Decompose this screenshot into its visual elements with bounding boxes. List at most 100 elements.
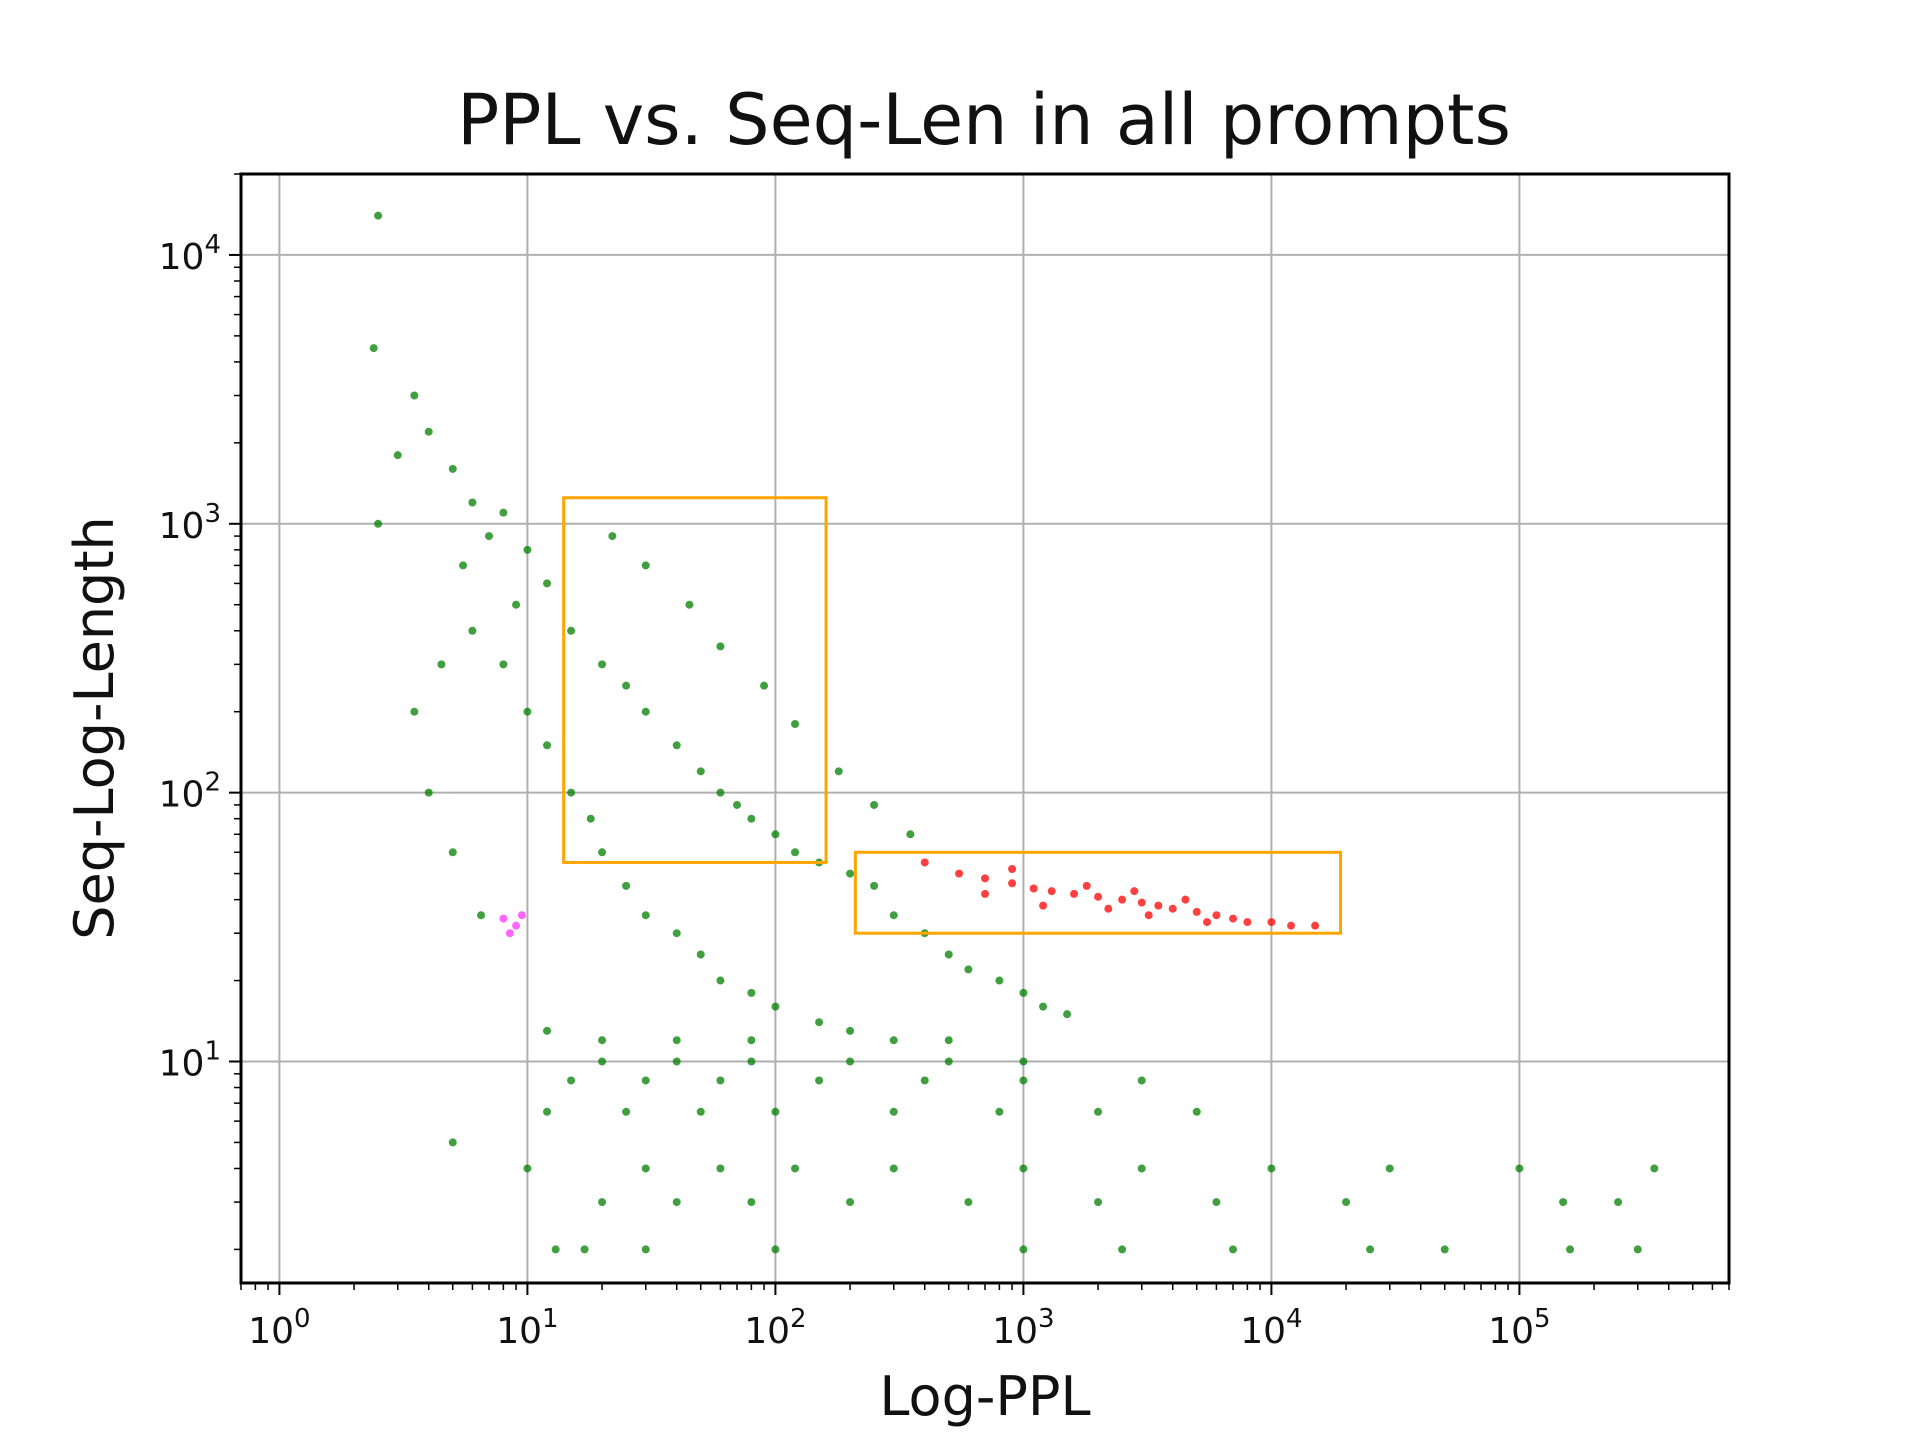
data-point <box>760 681 769 690</box>
data-point <box>1181 895 1190 904</box>
data-point <box>870 881 879 890</box>
data-point <box>771 1245 780 1254</box>
data-point <box>1515 1164 1524 1173</box>
x-tick-label-exponent: 1 <box>542 1304 559 1334</box>
y-tick-label-base: 10 <box>159 775 205 816</box>
data-point <box>410 391 419 400</box>
y-tick-label-exponent: 4 <box>204 230 221 260</box>
data-point <box>672 929 681 938</box>
data-point <box>1229 914 1237 923</box>
data-point <box>1019 988 1028 997</box>
data-point <box>641 561 650 570</box>
data-point <box>1008 864 1017 873</box>
data-point <box>586 814 595 823</box>
data-point <box>672 1198 681 1207</box>
x-tick-label-base: 10 <box>248 1311 294 1352</box>
data-point <box>598 1198 607 1207</box>
data-point <box>523 545 532 554</box>
x-tick-label: 104 <box>1240 1304 1302 1352</box>
data-point <box>1154 901 1163 910</box>
data-point <box>448 848 457 857</box>
y-tick-label-base: 10 <box>159 506 205 547</box>
x-tick-label-base: 10 <box>744 1311 790 1352</box>
data-point <box>641 911 650 920</box>
data-point <box>598 1057 607 1066</box>
data-point <box>870 800 879 809</box>
data-point <box>1019 1164 1028 1173</box>
data-point <box>448 464 457 473</box>
y-tick-label-exponent: 1 <box>204 1036 221 1066</box>
highlight-rectangle <box>853 850 1343 935</box>
data-point <box>1137 1076 1146 1085</box>
data-point <box>685 600 694 609</box>
data-point <box>580 1245 589 1254</box>
data-point <box>696 950 705 959</box>
data-point <box>485 532 493 541</box>
data-point <box>733 800 741 809</box>
data-point <box>1168 904 1177 913</box>
data-point <box>1047 887 1056 896</box>
data-point <box>1008 879 1017 888</box>
data-point <box>747 988 756 997</box>
data-point <box>393 451 402 460</box>
data-point <box>374 211 383 220</box>
data-point <box>672 741 681 750</box>
data-point <box>791 848 800 857</box>
data-point <box>1104 904 1113 913</box>
data-point <box>437 660 446 669</box>
data-point <box>889 1036 898 1045</box>
data-point <box>815 1076 824 1085</box>
y-axis-title: Seq-Log-Length <box>63 516 126 939</box>
y-tick-label-exponent: 2 <box>204 768 221 798</box>
data-point <box>410 707 419 716</box>
data-point <box>1094 1198 1103 1207</box>
data-point <box>374 519 383 528</box>
data-point <box>551 1245 560 1254</box>
data-point <box>1070 889 1079 898</box>
data-point <box>747 1036 756 1045</box>
data-point <box>543 741 552 750</box>
data-point <box>1029 884 1038 893</box>
data-point <box>1019 1076 1028 1085</box>
data-point <box>1094 892 1103 901</box>
data-point <box>716 788 725 797</box>
data-point <box>1633 1245 1642 1254</box>
data-point <box>523 1164 532 1173</box>
data-point <box>1440 1245 1449 1254</box>
highlight-boxes <box>562 496 1343 935</box>
x-tick-label: 100 <box>248 1304 310 1352</box>
data-point <box>622 681 631 690</box>
data-point <box>567 626 576 635</box>
data-point <box>567 788 576 797</box>
y-tick-label-exponent: 3 <box>204 499 221 529</box>
data-point <box>622 881 631 890</box>
data-point <box>1287 921 1296 930</box>
data-point <box>622 1107 631 1116</box>
data-point <box>1342 1198 1351 1207</box>
data-point <box>1212 1198 1221 1207</box>
data-point <box>889 1164 898 1173</box>
x-axis-ticks: 100 101 102 103 104 105 <box>240 1283 1730 1352</box>
y-tick-label-base: 10 <box>159 237 205 278</box>
highlight-rectangle <box>562 496 828 864</box>
data-point <box>716 642 725 651</box>
data-point <box>369 344 378 353</box>
data-point <box>815 1018 824 1027</box>
data-point <box>834 767 843 776</box>
data-point <box>716 1164 725 1173</box>
data-point <box>846 1026 855 1035</box>
data-point <box>499 508 508 517</box>
data-point <box>846 1198 855 1207</box>
data-point <box>920 858 929 867</box>
x-tick-label: 102 <box>744 1304 806 1352</box>
data-point <box>771 1107 780 1116</box>
y-tick-label: 104 <box>159 230 221 278</box>
data-point <box>995 1107 1004 1116</box>
data-point <box>1192 1107 1201 1116</box>
data-point <box>771 1002 780 1011</box>
data-point <box>424 788 433 797</box>
data-point <box>505 929 514 938</box>
data-point <box>1385 1164 1394 1173</box>
data-point <box>944 1036 953 1045</box>
